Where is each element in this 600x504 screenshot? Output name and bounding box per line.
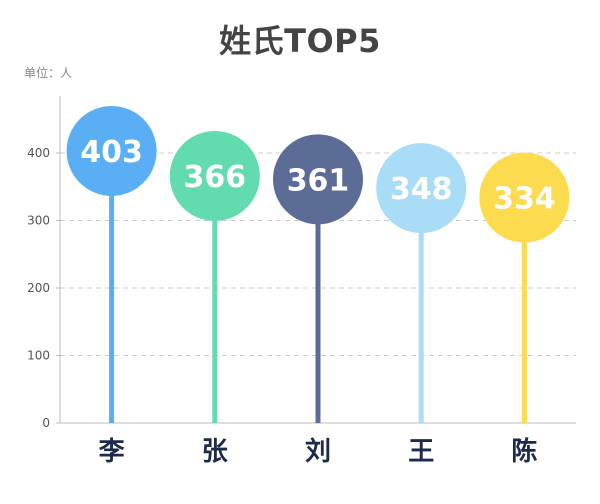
y-tick-label: 300 <box>27 214 50 228</box>
lollipop-bubble <box>273 134 363 225</box>
value-label: 348 <box>390 172 453 207</box>
value-label: 403 <box>80 135 143 170</box>
y-tick-label: 100 <box>27 349 50 363</box>
lollipop-bubble <box>376 143 467 234</box>
lollipop-bubble <box>169 130 260 221</box>
y-tick-label: 400 <box>27 146 50 160</box>
category-label: 刘 <box>305 437 331 467</box>
value-label: 334 <box>493 182 556 217</box>
lollipop-bubble <box>66 105 157 196</box>
value-label: 361 <box>287 163 350 198</box>
unit-label: 单位：人 <box>24 66 73 80</box>
y-tick-label: 200 <box>27 281 50 295</box>
chart-title: 姓氏TOP5 <box>219 22 381 60</box>
category-label: 李 <box>98 437 126 467</box>
lollipop-bubble <box>479 152 570 243</box>
category-label: 陈 <box>511 436 537 467</box>
category-label: 张 <box>202 437 229 467</box>
category-label: 王 <box>408 437 434 467</box>
value-label: 366 <box>183 160 246 195</box>
y-tick-label: 0 <box>42 416 50 430</box>
